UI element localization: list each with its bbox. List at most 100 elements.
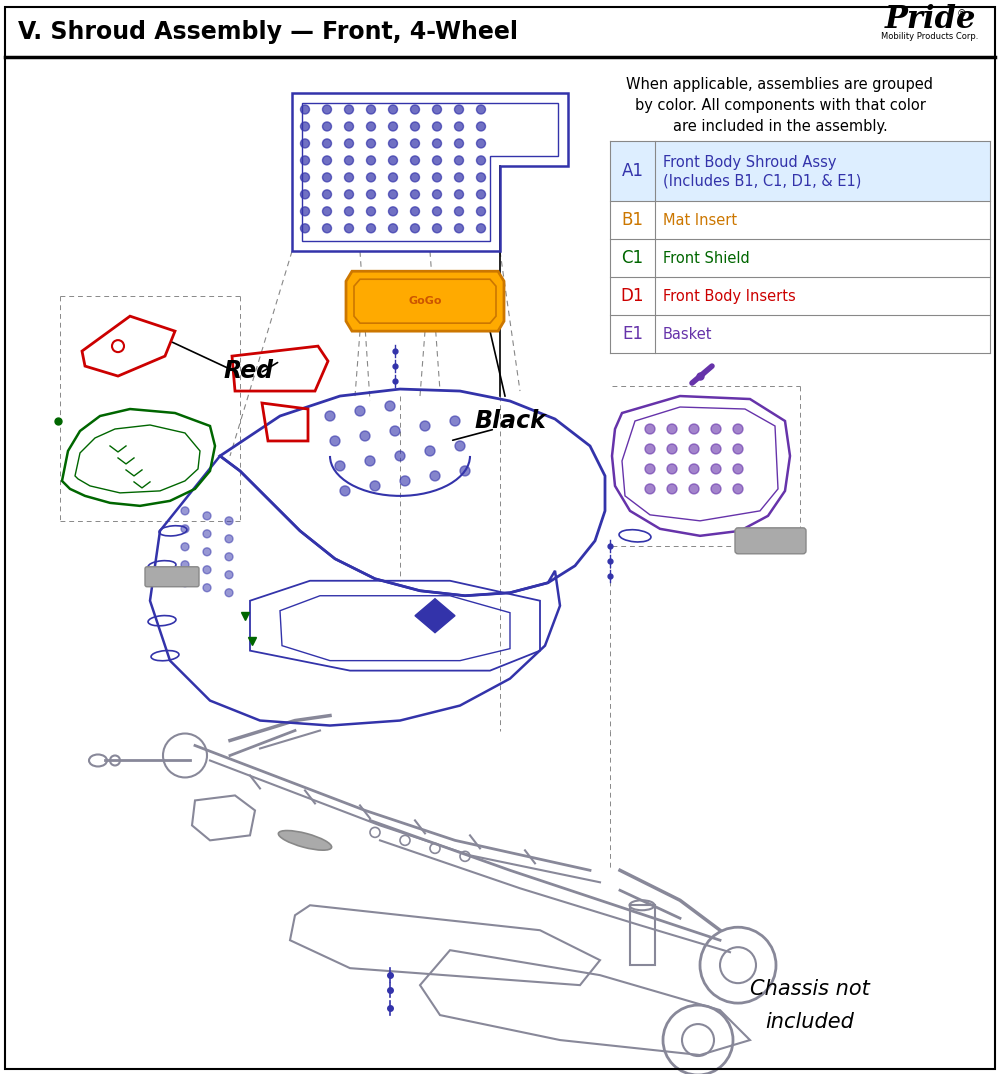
Text: Red: Red (223, 359, 273, 383)
Text: E1: E1 (622, 325, 643, 343)
Circle shape (330, 436, 340, 446)
Circle shape (388, 223, 398, 233)
Text: B1: B1 (622, 212, 644, 230)
Circle shape (432, 105, 442, 114)
Circle shape (366, 122, 376, 131)
Circle shape (711, 464, 721, 474)
Circle shape (667, 444, 677, 454)
Circle shape (411, 223, 420, 233)
Circle shape (322, 122, 332, 131)
Circle shape (432, 173, 442, 182)
Circle shape (203, 584, 211, 592)
Circle shape (322, 223, 332, 233)
Text: Black: Black (474, 409, 546, 433)
Circle shape (344, 122, 354, 131)
Circle shape (203, 548, 211, 555)
Circle shape (344, 156, 354, 165)
Circle shape (477, 207, 486, 216)
Circle shape (411, 156, 420, 165)
Circle shape (425, 446, 435, 456)
Circle shape (344, 105, 354, 114)
Circle shape (667, 424, 677, 434)
Circle shape (432, 190, 442, 199)
Circle shape (322, 156, 332, 165)
Circle shape (365, 456, 375, 466)
Text: Front Shield: Front Shield (663, 250, 750, 265)
Circle shape (225, 553, 233, 561)
Text: Front Body Inserts: Front Body Inserts (663, 289, 796, 304)
Circle shape (366, 223, 376, 233)
Circle shape (322, 139, 332, 148)
Circle shape (300, 207, 310, 216)
Circle shape (477, 105, 486, 114)
Circle shape (225, 570, 233, 579)
Circle shape (322, 207, 332, 216)
Circle shape (411, 122, 420, 131)
Circle shape (300, 173, 310, 182)
Text: Front Body Shroud Assy
(Includes B1, C1, D1, & E1): Front Body Shroud Assy (Includes B1, C1,… (663, 155, 861, 188)
Circle shape (477, 139, 486, 148)
Circle shape (203, 512, 211, 520)
Text: ®: ® (957, 9, 967, 18)
Circle shape (360, 431, 370, 441)
Circle shape (645, 424, 655, 434)
Circle shape (454, 173, 464, 182)
Bar (610, 142, 990, 201)
Circle shape (432, 139, 442, 148)
Circle shape (477, 190, 486, 199)
Polygon shape (415, 598, 455, 633)
Circle shape (667, 484, 677, 494)
Circle shape (733, 444, 743, 454)
Text: Chassis not
included: Chassis not included (750, 978, 870, 1031)
Circle shape (355, 406, 365, 416)
Circle shape (300, 156, 310, 165)
Circle shape (645, 464, 655, 474)
Circle shape (667, 464, 677, 474)
Circle shape (689, 464, 699, 474)
Circle shape (385, 401, 395, 411)
Text: D1: D1 (621, 287, 644, 305)
Circle shape (733, 424, 743, 434)
Circle shape (388, 139, 398, 148)
Circle shape (300, 105, 310, 114)
Text: When applicable, assemblies are grouped
by color. All components with that color: When applicable, assemblies are grouped … (626, 76, 934, 133)
Circle shape (225, 535, 233, 542)
Circle shape (181, 507, 189, 514)
Circle shape (645, 444, 655, 454)
Circle shape (454, 190, 464, 199)
Circle shape (335, 461, 345, 470)
Circle shape (477, 122, 486, 131)
Circle shape (366, 156, 376, 165)
Circle shape (411, 207, 420, 216)
Circle shape (225, 589, 233, 597)
Circle shape (450, 416, 460, 426)
Circle shape (432, 207, 442, 216)
Circle shape (366, 207, 376, 216)
Circle shape (344, 190, 354, 199)
Circle shape (344, 223, 354, 233)
Circle shape (733, 464, 743, 474)
Circle shape (711, 484, 721, 494)
Circle shape (366, 105, 376, 114)
Circle shape (432, 122, 442, 131)
Circle shape (689, 444, 699, 454)
Circle shape (411, 105, 420, 114)
Circle shape (370, 481, 380, 491)
Text: Mobility Products Corp.: Mobility Products Corp. (881, 32, 979, 41)
Circle shape (181, 579, 189, 586)
Text: Pride: Pride (884, 4, 976, 35)
Circle shape (454, 139, 464, 148)
Circle shape (322, 173, 332, 182)
Circle shape (454, 223, 464, 233)
Circle shape (325, 411, 335, 421)
Circle shape (477, 156, 486, 165)
Circle shape (388, 173, 398, 182)
Circle shape (411, 139, 420, 148)
Circle shape (344, 207, 354, 216)
FancyBboxPatch shape (145, 567, 199, 586)
Circle shape (430, 470, 440, 481)
Circle shape (733, 484, 743, 494)
Circle shape (432, 223, 442, 233)
Circle shape (366, 190, 376, 199)
Circle shape (203, 566, 211, 574)
